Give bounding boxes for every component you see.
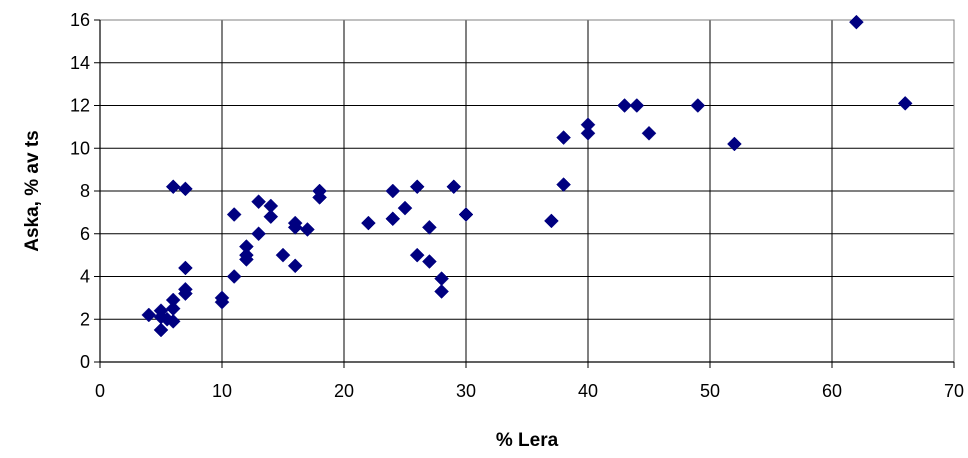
x-tick-labels: 0 10 20 30 40 50 60 70: [95, 381, 964, 401]
data-point: [178, 181, 193, 197]
data-point: [141, 307, 157, 323]
data-point: [214, 294, 230, 310]
data-point: [422, 219, 437, 235]
y-tick-label: 6: [80, 224, 90, 244]
data-point: [226, 269, 242, 284]
data-point: [287, 258, 303, 274]
y-tick-label: 10: [70, 138, 90, 158]
y-tick-label: 0: [80, 352, 90, 372]
y-tick-labels: 0 2 4 6 8 10 12 14 16: [70, 10, 90, 372]
data-point: [434, 271, 449, 286]
x-tick-label: 20: [334, 381, 354, 401]
data-point: [361, 215, 376, 231]
data-point: [446, 179, 462, 195]
data-point: [312, 190, 327, 205]
data-points: [141, 14, 913, 338]
y-axis-title: Aska, % av ts: [22, 130, 43, 251]
data-point: [287, 219, 303, 235]
data-point: [434, 284, 449, 299]
data-point: [226, 207, 242, 222]
data-point: [458, 207, 474, 222]
data-point: [409, 247, 425, 263]
data-point: [641, 125, 657, 141]
data-point: [580, 125, 596, 141]
data-point: [251, 226, 266, 242]
data-point: [617, 98, 632, 113]
data-point: [153, 303, 169, 319]
data-point: [897, 96, 913, 111]
data-point: [556, 177, 571, 192]
data-point: [263, 209, 279, 225]
data-point: [251, 194, 266, 210]
y-tick-label: 2: [80, 309, 90, 329]
data-point: [409, 179, 425, 195]
data-point: [422, 254, 437, 269]
data-point: [397, 200, 413, 216]
data-point: [690, 98, 706, 113]
y-tick-label: 14: [70, 53, 90, 73]
data-point: [629, 98, 645, 113]
data-point: [165, 292, 181, 308]
x-tick-label: 0: [95, 381, 105, 401]
gridlines: [100, 20, 954, 362]
y-tick-label: 4: [80, 267, 90, 287]
data-point: [300, 222, 315, 237]
x-tick-label: 70: [944, 381, 964, 401]
data-point: [556, 130, 571, 145]
data-point: [178, 286, 193, 301]
x-axis-title: % Lera: [496, 430, 559, 451]
x-tick-label: 60: [822, 381, 842, 401]
x-tick-label: 50: [700, 381, 720, 401]
y-tick-label: 12: [70, 96, 90, 116]
data-point: [153, 322, 169, 338]
x-tick-label: 40: [578, 381, 598, 401]
axis-ticks: [94, 19, 955, 368]
data-point: [849, 14, 864, 30]
data-point: [385, 211, 401, 227]
data-point: [178, 260, 193, 276]
data-point: [239, 252, 254, 267]
data-point: [165, 314, 181, 329]
data-point: [727, 136, 742, 152]
data-point: [385, 183, 401, 199]
x-tick-label: 30: [456, 381, 476, 401]
data-point: [275, 247, 291, 263]
data-point: [544, 213, 559, 229]
x-tick-label: 10: [212, 381, 232, 401]
data-point: [165, 179, 181, 195]
y-tick-label: 8: [80, 181, 90, 201]
y-tick-label: 16: [70, 10, 90, 30]
